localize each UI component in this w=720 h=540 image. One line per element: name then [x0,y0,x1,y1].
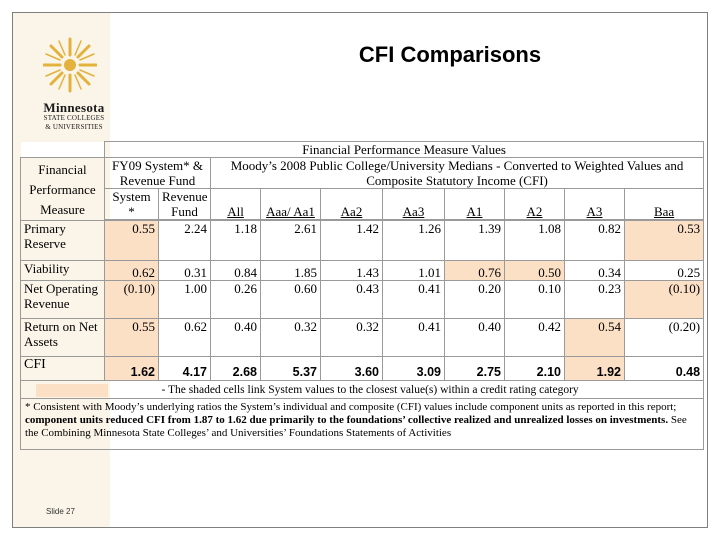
table-cell: 0.31 [158,260,211,281]
footnote: * Consistent with Moody’s underlying rat… [19,398,705,450]
table-cell: 1.85 [260,260,321,281]
mnscu-logo-icon [43,37,97,93]
table-cell: 0.76 [444,260,505,281]
table-cell: 1.00 [158,280,211,319]
logo-line-2: STATE COLLEGES [43,114,105,122]
table-cell: 0.55 [104,318,159,357]
cfi-table-container: Financial Performance Measure Values Fin… [19,141,705,450]
shade-note-row: - The shaded cells link System values to… [20,380,705,399]
table-cell: 0.26 [210,280,261,319]
row-label: Return on Net Assets [20,318,105,357]
measure-header-line-3: Measure [40,202,85,217]
table-cell: 2.61 [260,220,321,261]
table-cell: (0.10) [623,280,705,319]
footnote-row: * Consistent with Moody’s underlying rat… [19,398,705,450]
table-cell: 0.32 [320,318,383,357]
measure-header: Financial Performance Measure [20,157,105,221]
table-row-primary-reserve: Primary Reserve 0.55 2.24 1.18 2.61 1.42… [20,220,705,261]
table-row-return-on-net-assets: Return on Net Assets 0.55 0.62 0.40 0.32… [20,318,705,357]
table-cell: 2.24 [158,220,211,261]
footnote-text: * Consistent with Moody’s underlying rat… [25,401,677,413]
logo-wordmark: Minnesota STATE COLLEGES & UNIVERSITIES [29,101,119,132]
table-cell: 0.20 [444,280,505,319]
table-cell: 0.43 [320,280,383,319]
table-cell: 0.40 [210,318,261,357]
table-cell: 3.60 [320,356,383,381]
table-cell: 0.25 [623,260,705,281]
table-cell: 0.50 [504,260,565,281]
measure-header-line-1: Financial [38,162,87,177]
table-cell: 0.53 [623,220,705,261]
table-cell: 4.17 [158,356,211,381]
table-cell: 0.62 [104,260,159,281]
table-cell: 0.48 [623,356,705,381]
col-header-a3: A3 [564,188,625,220]
table-cell: 1.08 [504,220,565,261]
table-cell: 0.54 [564,318,625,357]
col-header-a1: A1 [444,188,505,220]
logo-line-3: & UNIVERSITIES [45,123,103,131]
table-cell: 1.92 [564,356,625,381]
row-label: Primary Reserve [20,220,105,261]
table-cell: 0.55 [104,220,159,261]
table-cell: 3.09 [382,356,445,381]
row-label: CFI [20,356,105,381]
col-header-revenue-fund: Revenue Fund [158,188,211,220]
shade-swatch-cell [20,380,159,399]
system-header: FY09 System* & Revenue Fund [104,157,211,189]
table-cell: 1.18 [210,220,261,261]
cfi-comparison-table: Financial Performance Measure Values Fin… [19,141,705,450]
shade-legend-swatch [36,383,108,397]
row-label: Viability [20,260,105,281]
table-row-net-operating-revenue: Net Operating Revenue (0.10) 1.00 0.26 0… [20,280,705,319]
slide-title: CFI Comparisons [358,42,542,67]
table-row-viability: Viability 0.62 0.31 0.84 1.85 1.43 1.01 … [20,260,705,281]
logo-line-1: Minnesota [43,100,105,115]
row-label: Net Operating Revenue [20,280,105,319]
moodys-header: Moody’s 2008 Public College/University M… [209,157,705,189]
table-cell: 1.39 [444,220,505,261]
col-header-aa2: Aa2 [320,188,383,220]
table-cell: 0.42 [504,318,565,357]
table-cell: (0.10) [104,280,159,319]
table-cell: 0.84 [210,260,261,281]
col-header-baa: Baa [623,188,705,220]
super-header: Financial Performance Measure Values [103,141,705,158]
col-header-aa3: Aa3 [382,188,445,220]
table-cell: 2.10 [504,356,565,381]
col-header-all: All [210,188,261,220]
slide-number: Slide 27 [46,507,75,516]
table-cell: 0.82 [564,220,625,261]
footnote-bold-text: component units reduced CFI from 1.87 to… [25,414,669,426]
column-header-row: System * Revenue Fund All Aaa/ Aa1 Aa2 A… [21,188,705,220]
shade-note: - The shaded cells link System values to… [158,380,705,399]
table-cell: 1.62 [104,356,159,381]
table-cell: 1.26 [382,220,445,261]
col-header-a2: A2 [504,188,565,220]
table-cell: 0.23 [564,280,625,319]
col-header-system: System * [104,188,159,220]
table-cell: 0.34 [564,260,625,281]
table-cell: 0.32 [260,318,321,357]
table-cell: 0.10 [504,280,565,319]
table-row-cfi: CFI 1.62 4.17 2.68 5.37 3.60 3.09 2.75 2… [20,356,705,381]
table-cell: 1.01 [382,260,445,281]
table-cell: 2.68 [210,356,261,381]
super-header-row: Financial Performance Measure Values [20,141,705,158]
table-cell: 0.60 [260,280,321,319]
group-header-row: Financial Performance Measure FY09 Syste… [20,157,705,221]
table-cell: 2.75 [444,356,505,381]
table-cell: (0.20) [623,318,705,357]
table-cell: 0.41 [382,318,445,357]
table-cell: 0.41 [382,280,445,319]
table-cell: 1.43 [320,260,383,281]
table-cell: 1.42 [320,220,383,261]
col-header-aaa-aa1: Aaa/ Aa1 [260,188,321,220]
measure-header-line-2: Performance [29,182,96,197]
slide-frame [12,12,708,528]
table-cell: 0.40 [444,318,505,357]
table-cell: 5.37 [260,356,321,381]
table-cell: 0.62 [158,318,211,357]
footnote-tail-text: See the Combining Minnesota State Colleg… [25,414,687,439]
